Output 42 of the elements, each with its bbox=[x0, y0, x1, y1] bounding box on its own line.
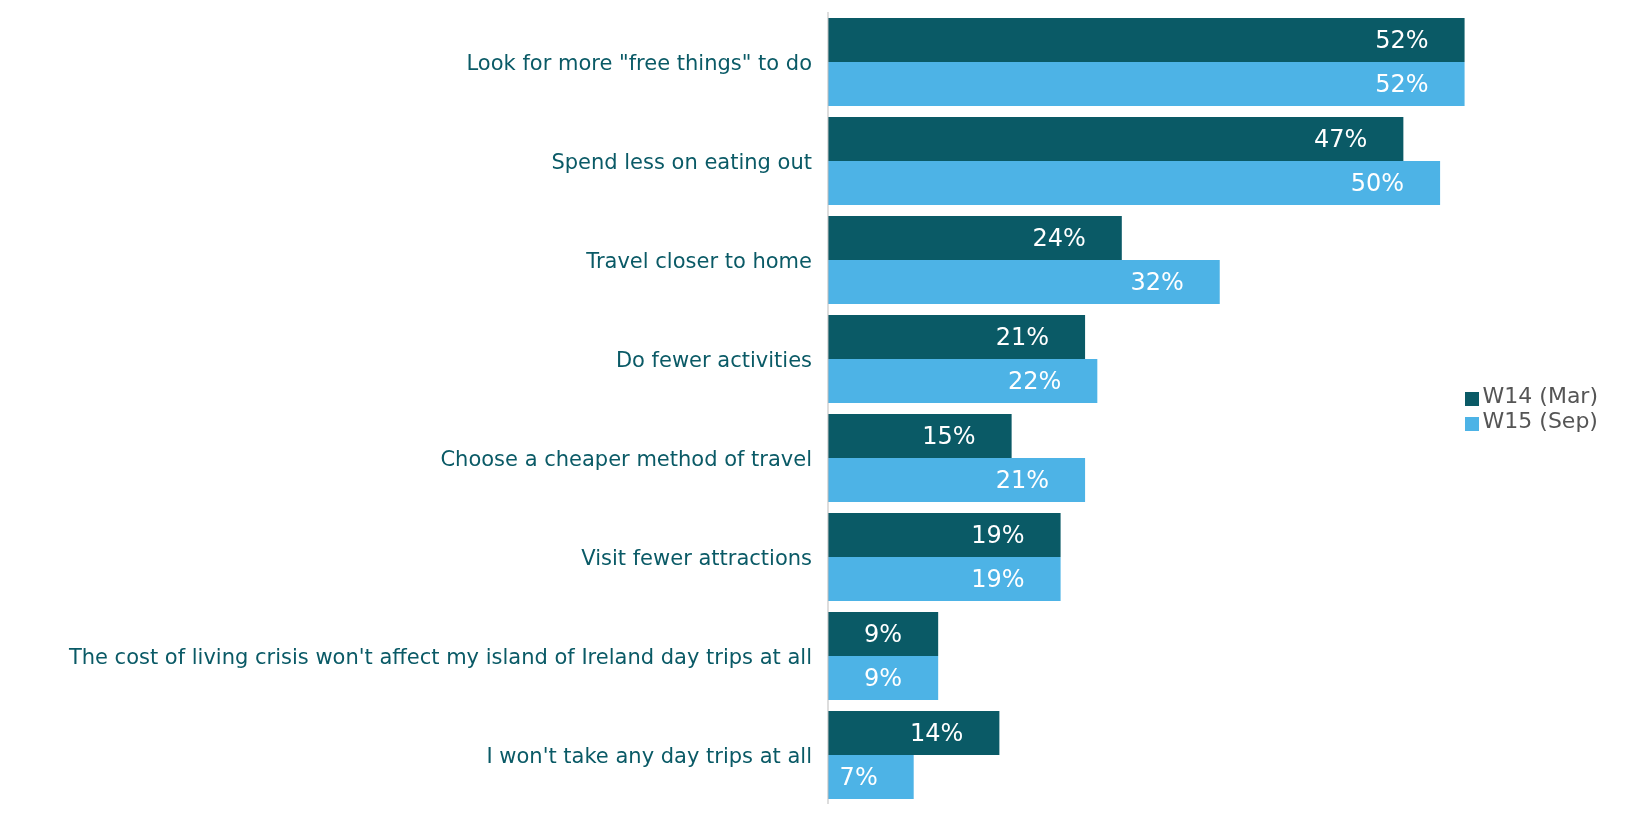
y-tick-label: Choose a cheaper method of travel bbox=[440, 446, 812, 471]
y-tick-label: Spend less on eating out bbox=[551, 149, 812, 174]
data-label: 52% bbox=[1375, 70, 1429, 99]
data-label: 14% bbox=[910, 719, 964, 748]
data-label: 50% bbox=[1350, 169, 1405, 198]
y-tick-label: I won't take any day trips at all bbox=[486, 743, 812, 768]
bar bbox=[828, 215, 1122, 260]
data-label: 19% bbox=[971, 521, 1025, 550]
data-label: 32% bbox=[1130, 268, 1184, 297]
bar bbox=[828, 754, 914, 799]
bar bbox=[828, 556, 1061, 601]
data-label: 52% bbox=[1375, 26, 1429, 55]
bar bbox=[828, 655, 939, 700]
data-label: 19% bbox=[971, 565, 1025, 594]
data-label: 47% bbox=[1314, 125, 1368, 154]
bar bbox=[828, 358, 1098, 403]
y-tick-label: Travel closer to home bbox=[585, 248, 812, 273]
data-label: 21% bbox=[995, 466, 1050, 495]
data-label: 24% bbox=[1032, 224, 1086, 253]
data-label: 9% bbox=[864, 620, 903, 649]
y-tick-label: Do fewer activities bbox=[615, 347, 812, 372]
y-tick-label: Look for more "free things" to do bbox=[466, 50, 812, 75]
bar bbox=[828, 611, 939, 656]
data-label: 9% bbox=[864, 664, 903, 693]
bar bbox=[828, 116, 1404, 161]
bar bbox=[828, 61, 1465, 106]
y-tick-label: The cost of living crisis won't affect my island of Ireland day trips at all bbox=[67, 644, 812, 669]
bar bbox=[828, 512, 1061, 557]
data-label: 7% bbox=[839, 763, 878, 792]
bar bbox=[828, 259, 1220, 304]
bar bbox=[828, 160, 1441, 205]
bar bbox=[828, 457, 1086, 502]
bar bbox=[828, 314, 1086, 359]
data-label: 21% bbox=[995, 323, 1050, 352]
data-label: 15% bbox=[922, 422, 976, 451]
data-label: 22% bbox=[1007, 367, 1062, 396]
legend-label: W15 (Sep) bbox=[1482, 408, 1598, 433]
y-tick-label: Visit fewer attractions bbox=[581, 545, 812, 570]
bar bbox=[828, 710, 1000, 755]
bar bbox=[828, 413, 1012, 458]
bar bbox=[828, 17, 1465, 62]
legend-label: W14 (Mar) bbox=[1482, 383, 1598, 408]
